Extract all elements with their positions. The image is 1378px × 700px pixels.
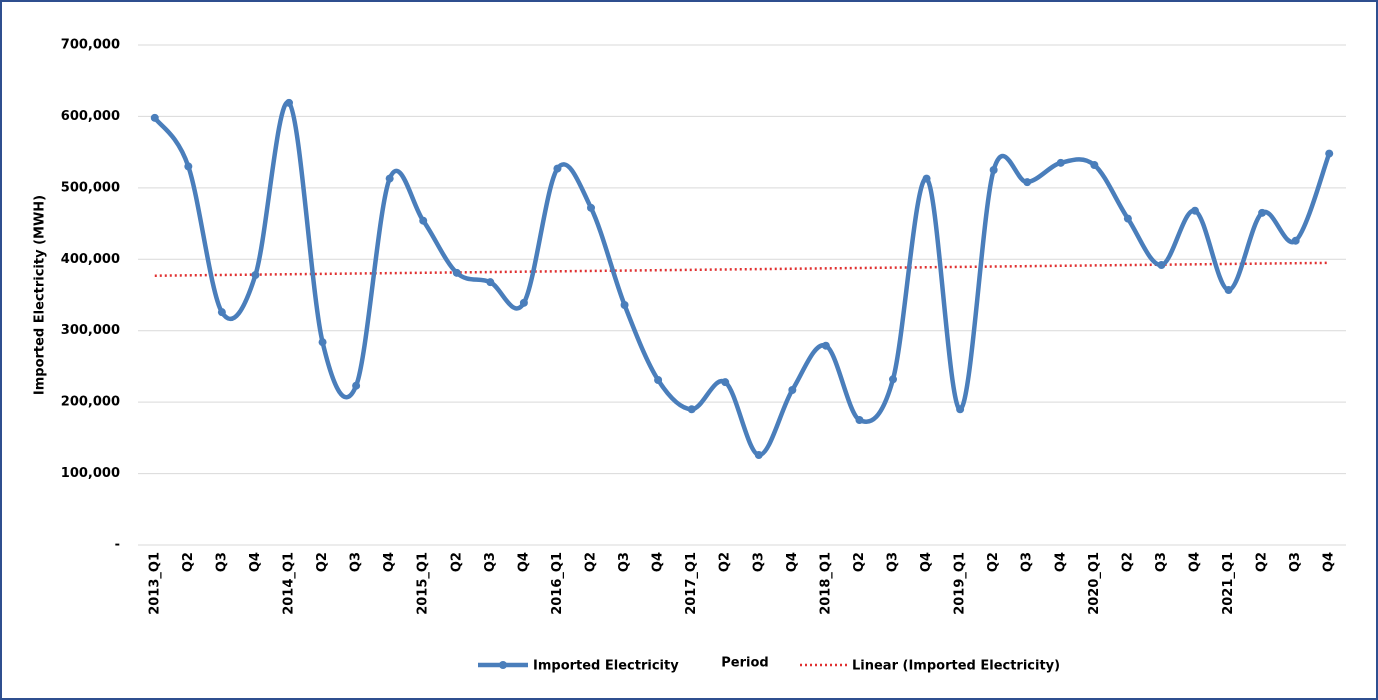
legend-swatch-marker xyxy=(499,661,507,669)
x-tick-label: 2013_Q1 xyxy=(147,552,162,615)
x-tick-label: Q4 xyxy=(1188,552,1203,572)
x-tick-label: Q3 xyxy=(483,552,498,572)
series-line xyxy=(152,100,1332,458)
data-point xyxy=(1157,261,1166,269)
x-tick-label: Q3 xyxy=(349,552,364,572)
x-tick-label: Q3 xyxy=(886,552,901,572)
x-tick-label: Q3 xyxy=(1288,552,1303,572)
x-tick-label: Q3 xyxy=(1020,552,1035,572)
x-tick-label: Q4 xyxy=(785,552,800,572)
y-tick-label: 200,000 xyxy=(61,395,120,410)
data-point xyxy=(620,301,629,309)
data-point xyxy=(251,271,260,279)
x-tick-label: Q2 xyxy=(449,552,464,572)
data-point xyxy=(352,381,361,390)
data-point xyxy=(1023,178,1032,187)
x-tick-label: 2014_Q1 xyxy=(282,552,297,615)
x-tick-label: 2020_Q1 xyxy=(1087,552,1102,615)
data-point xyxy=(217,308,226,317)
x-tick-label: 2019_Q1 xyxy=(953,552,968,615)
data-point xyxy=(150,113,159,122)
data-point xyxy=(687,405,696,414)
data-point xyxy=(821,341,830,350)
legend-label: Linear (Imported Electricity) xyxy=(852,659,1060,674)
x-tick-label: Q4 xyxy=(382,552,397,572)
data-point xyxy=(553,164,562,173)
y-axis-label: Imported Electricity (MWH) xyxy=(33,195,48,395)
data-point xyxy=(788,386,797,394)
data-point xyxy=(587,203,595,212)
y-tick-label: 500,000 xyxy=(61,180,120,195)
x-tick-label: Q3 xyxy=(1154,552,1169,572)
x-tick-label: Q2 xyxy=(1120,552,1135,572)
x-tick-label: 2018_Q1 xyxy=(818,552,833,615)
data-point xyxy=(385,174,394,183)
y-tick-label: 600,000 xyxy=(61,109,120,124)
y-tick-label: 100,000 xyxy=(61,466,120,481)
y-tick-label: - xyxy=(115,538,120,553)
data-point xyxy=(989,166,998,174)
x-tick-label: Q2 xyxy=(584,552,599,572)
x-tick-label: Q3 xyxy=(751,552,766,572)
data-point xyxy=(1258,208,1267,217)
data-point xyxy=(184,162,193,171)
x-tick-label: Q4 xyxy=(1322,552,1337,572)
data-point xyxy=(318,338,327,347)
x-tick-label: Q4 xyxy=(651,552,666,572)
x-tick-label: Q2 xyxy=(986,552,1001,572)
data-point xyxy=(889,375,897,384)
data-point xyxy=(922,174,931,183)
x-tick-label: Q4 xyxy=(919,552,934,572)
data-point xyxy=(754,451,763,459)
data-point xyxy=(721,378,730,387)
x-tick-label: Q2 xyxy=(718,552,733,572)
x-tick-label: 2015_Q1 xyxy=(416,552,431,615)
data-point xyxy=(486,278,495,287)
data-point xyxy=(654,376,663,384)
x-axis-label: Period xyxy=(721,656,768,671)
x-tick-label: Q2 xyxy=(1255,552,1270,572)
x-tick-label: Q4 xyxy=(516,552,531,572)
data-point xyxy=(1325,149,1334,158)
data-point xyxy=(419,216,428,225)
data-point xyxy=(519,298,528,307)
x-tick-label: Q2 xyxy=(315,552,330,572)
data-point xyxy=(1056,158,1065,167)
y-tick-label: 400,000 xyxy=(61,252,120,267)
x-tick-label: Q2 xyxy=(181,552,196,572)
data-point xyxy=(452,268,461,277)
trendline xyxy=(154,261,1330,277)
data-point xyxy=(1224,286,1233,294)
y-tick-label: 700,000 xyxy=(61,38,120,53)
data-point xyxy=(1123,214,1132,223)
x-tick-label: Q2 xyxy=(852,552,867,572)
legend-label: Imported Electricity xyxy=(533,659,679,674)
data-point xyxy=(1191,206,1199,215)
x-tick-label: Q3 xyxy=(617,552,632,572)
y-tick-label: 300,000 xyxy=(61,323,120,338)
data-point xyxy=(285,98,293,107)
data-point xyxy=(956,405,965,414)
x-tick-label: Q4 xyxy=(1053,552,1068,572)
data-point xyxy=(1090,161,1099,169)
x-tick-label: 2016_Q1 xyxy=(550,552,565,615)
x-tick-label: Q3 xyxy=(214,552,229,572)
data-point xyxy=(855,416,864,424)
x-tick-label: Q4 xyxy=(248,552,263,572)
data-point xyxy=(1291,236,1300,245)
x-tick-label: 2017_Q1 xyxy=(684,552,699,615)
x-tick-label: 2021_Q1 xyxy=(1221,552,1236,615)
